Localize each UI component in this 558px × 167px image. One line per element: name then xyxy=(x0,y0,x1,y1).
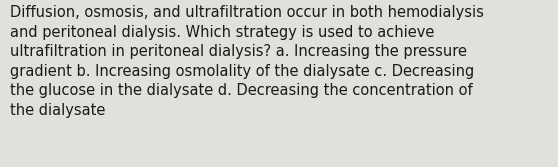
Text: Diffusion, osmosis, and ultrafiltration occur in both hemodialysis
and peritonea: Diffusion, osmosis, and ultrafiltration … xyxy=(10,5,484,118)
